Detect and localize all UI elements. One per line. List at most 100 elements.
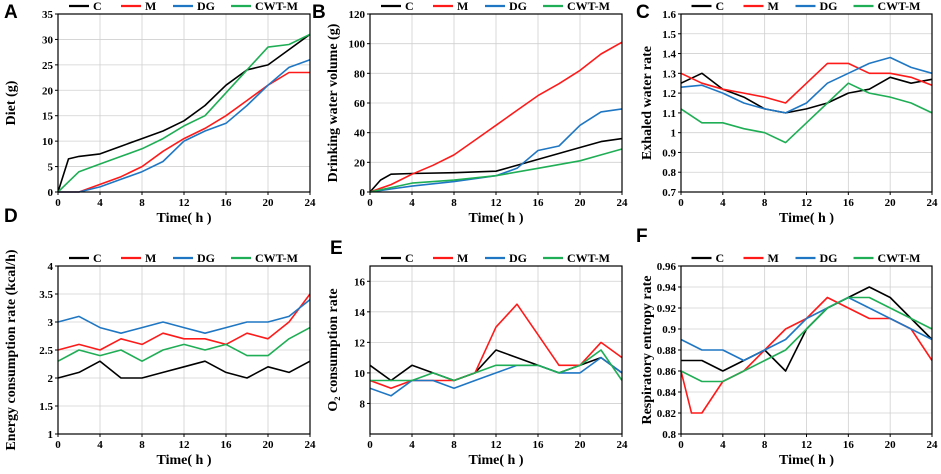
y-tick-label: 0.7: [662, 187, 676, 199]
series-line-dg: [369, 108, 623, 193]
legend-label: CWT-M: [567, 0, 610, 13]
x-axis-label: Time( h ): [469, 211, 524, 226]
legend-label: M: [145, 251, 156, 265]
y-tick-label: 15: [42, 111, 54, 123]
series-line-cwt-m: [57, 33, 311, 193]
x-tick-label: 20: [263, 197, 275, 209]
y-tick-label: 1.6: [662, 9, 676, 21]
y-tick-label: 80: [354, 68, 366, 80]
series-line-cwt-m: [370, 349, 623, 382]
panel-letter: F: [636, 226, 648, 247]
legend-label: C: [93, 251, 102, 265]
y-axis-label: O₂ consumption rate: [326, 288, 341, 411]
x-tick-label: 20: [885, 197, 897, 209]
y-tick-label: 0.9: [662, 147, 676, 159]
y-tick-label: 0: [360, 187, 366, 199]
series-line-dg: [680, 56, 933, 114]
y-tick-label: 0.92: [657, 303, 677, 315]
x-tick-label: 16: [533, 439, 545, 451]
panel-c: 0.7 0.8 0.9 1 1.1 1.2 1.3 1.4 1.5 1.6 0 4 8 12 16 20 24 T…: [636, 0, 938, 226]
y-tick-label: 0.9: [662, 324, 676, 336]
x-tick-label: 8: [762, 439, 768, 451]
x-tick-label: 4: [720, 439, 726, 451]
series-line-dg: [58, 59, 311, 193]
series-line-cwt-m: [57, 326, 311, 363]
legend-label: M: [145, 0, 156, 13]
x-tick-label: 24: [305, 439, 317, 451]
legend-label: C: [405, 251, 414, 265]
x-tick-label: 24: [305, 197, 317, 209]
panel-f: 0.8 0.82 0.84 0.86 0.88 0.9 0.92 0.94 0.96 0 4 8 12 1…: [636, 226, 938, 468]
series-line-m: [680, 62, 933, 104]
x-tick-label: 8: [139, 197, 145, 209]
y-tick-label: 120: [349, 9, 366, 21]
x-tick-label: 12: [491, 197, 503, 209]
legend-label: C: [405, 0, 414, 13]
legend-label: DG: [820, 0, 838, 13]
x-axis-label: Time( h ): [469, 453, 524, 468]
y-tick-label: 2: [48, 373, 54, 385]
x-tick-label: 12: [179, 439, 191, 451]
legend-label: DG: [509, 251, 527, 265]
y-tick-label: 0.84: [657, 387, 677, 399]
x-tick-label: 16: [221, 197, 233, 209]
y-tick-label: 0.82: [657, 408, 677, 420]
x-tick-label: 20: [575, 439, 587, 451]
y-tick-label: 60: [354, 98, 366, 110]
x-tick-label: 12: [491, 439, 503, 451]
series-line-cwt-m: [680, 82, 933, 144]
legend-label: CWT-M: [878, 251, 921, 265]
panel-letter: E: [330, 238, 343, 259]
panel-a: 0 5 10 15 20 25 30 35 0 4 8 12 16 20 24 Time( h ) Diet (…: [4, 0, 316, 226]
y-tick-label: 0.86: [657, 366, 677, 378]
x-tick-label: 20: [263, 439, 275, 451]
panel-d: 1 1.5 2 2.5 3 3.5 4 0 4 8 12 16 20 24 Time( h ) Energy …: [4, 206, 316, 468]
series-line-cwt-m: [369, 148, 623, 193]
x-tick-label: 24: [617, 439, 629, 451]
x-tick-label: 16: [843, 197, 855, 209]
x-axis-label: Time( h ): [779, 211, 834, 226]
y-axis-label: Respiratory entropy rate: [640, 275, 655, 424]
panel-b: 0 20 40 60 80 100 120 0 4 8 12 16 20 24 Time( h ) Drink…: [312, 0, 628, 226]
legend: C M DG CWT-M: [691, 251, 921, 265]
y-tick-label: 3: [48, 317, 54, 329]
x-tick-label: 8: [762, 197, 768, 209]
legend: C M DG CWT-M: [691, 0, 920, 13]
y-tick-label: 1.5: [662, 29, 676, 41]
x-axis-label: Time( h ): [157, 453, 212, 468]
y-tick-label: 0.8: [662, 429, 676, 441]
x-tick-label: 24: [617, 197, 629, 209]
x-tick-label: 24: [927, 197, 939, 209]
x-tick-label: 4: [97, 439, 103, 451]
y-tick-label: 1: [671, 128, 677, 140]
x-tick-label: 24: [927, 439, 939, 451]
legend-label: CWT-M: [255, 251, 298, 265]
y-tick-label: 8: [360, 398, 366, 410]
x-tick-label: 0: [55, 197, 61, 209]
x-tick-label: 0: [55, 439, 61, 451]
legend-label: M: [768, 251, 779, 265]
x-tick-label: 12: [801, 439, 813, 451]
legend-label: M: [457, 251, 468, 265]
x-tick-label: 8: [451, 197, 457, 209]
x-tick-label: 0: [367, 439, 373, 451]
x-tick-label: 4: [720, 197, 726, 209]
series-line-dg: [680, 296, 933, 362]
series-line-m: [369, 41, 623, 193]
y-tick-label: 0.8: [662, 167, 676, 179]
y-tick-label: 1.4: [662, 49, 676, 61]
y-tick-label: 0.96: [657, 261, 677, 273]
series-line-c: [369, 137, 623, 193]
x-tick-label: 12: [179, 197, 191, 209]
y-tick-label: 10: [42, 136, 54, 148]
legend-label: C: [93, 0, 102, 13]
y-tick-label: 20: [354, 157, 366, 169]
y-tick-label: 35: [42, 9, 54, 21]
y-tick-label: 5: [48, 162, 54, 174]
legend-label: M: [457, 0, 468, 13]
legend-label: M: [768, 0, 779, 13]
legend-label: C: [716, 251, 725, 265]
series-line-c: [57, 33, 311, 193]
series-line-m: [680, 296, 933, 414]
